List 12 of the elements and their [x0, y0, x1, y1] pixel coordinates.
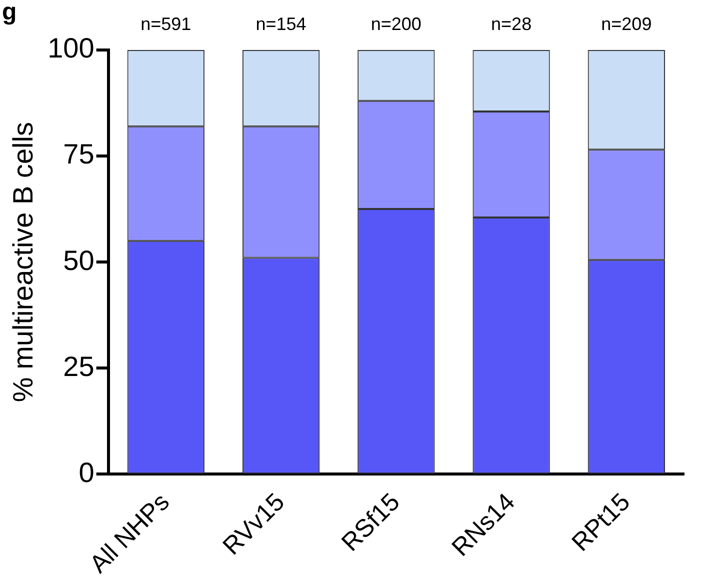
text: g: [2, 0, 17, 26]
text: n=200: [370, 14, 422, 34]
text: n=591: [140, 14, 192, 34]
text: n=209: [601, 14, 652, 34]
text: n=154: [256, 14, 306, 34]
text: n=28: [491, 14, 532, 34]
y-tick-label: 25: [63, 350, 94, 382]
y-tick-label: 50: [63, 244, 94, 276]
y-tick-label: 0: [78, 456, 94, 488]
y-axis-title: % multireactive B cells: [8, 122, 39, 402]
y-tick-label: 75: [63, 138, 94, 170]
y-tick-label: 100: [48, 32, 94, 64]
